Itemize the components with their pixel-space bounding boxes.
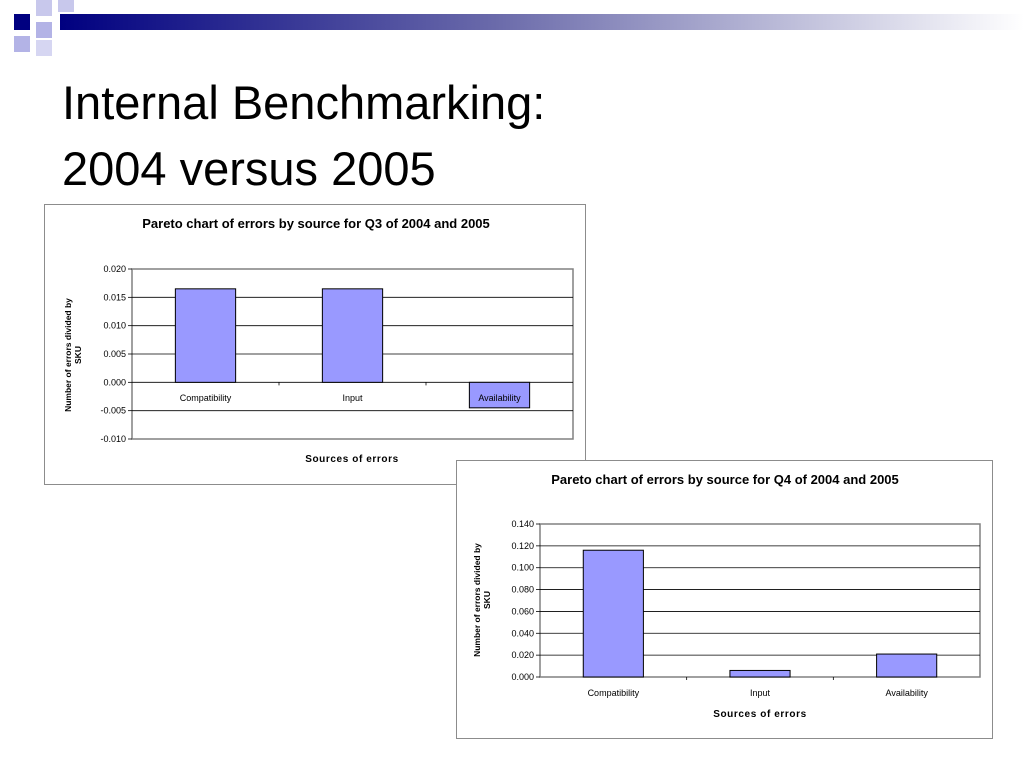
y-axis-label-line: Number of errors divided by [63, 298, 73, 412]
x-axis-label: Sources of errors [305, 454, 399, 465]
bar-compatibility [582, 549, 644, 678]
deco-square [14, 36, 30, 52]
chart-q4-svg: Pareto chart of errors by source for Q4 … [472, 472, 981, 720]
x-category-label: Input [750, 688, 771, 698]
bar-input [321, 288, 384, 383]
x-category-label: Compatibility [588, 688, 640, 698]
y-tick-label: 0.010 [103, 321, 126, 331]
slide-title-line-2: 2004 versus 2005 [62, 142, 436, 195]
y-tick-label: 0.060 [511, 606, 534, 616]
deco-square [36, 0, 52, 16]
x-category-label: Availability [885, 688, 928, 698]
y-tick-label: 0.015 [103, 292, 126, 302]
bar-input [729, 669, 791, 678]
chart-q3-pareto: Pareto chart of errors by source for Q3 … [44, 204, 586, 485]
y-axis-label-line: SKU [482, 591, 492, 609]
header-gradient-bar [60, 14, 1024, 30]
y-tick-label: 0.020 [103, 264, 126, 274]
y-tick-label: 0.080 [511, 585, 534, 595]
bar-availability [468, 381, 531, 409]
chart-title: Pareto chart of errors by source for Q3 … [142, 216, 490, 231]
deco-square [58, 0, 74, 12]
x-axis-label: Sources of errors [713, 709, 807, 720]
y-axis-label: Number of errors divided bySKU [63, 298, 83, 412]
x-category-label: Availability [478, 393, 521, 403]
y-tick-label: 0.120 [511, 541, 534, 551]
bar-compatibility [174, 288, 237, 383]
y-axis-label: Number of errors divided bySKU [472, 543, 492, 657]
y-tick-label: 0.005 [103, 349, 126, 359]
y-tick-label: -0.005 [100, 406, 126, 416]
y-tick-label: 0.040 [511, 628, 534, 638]
y-axis-label-line: Number of errors divided by [472, 543, 482, 657]
deco-square [36, 40, 52, 56]
deco-square [36, 22, 52, 38]
y-tick-label: -0.010 [100, 434, 126, 444]
y-tick-label: 0.100 [511, 563, 534, 573]
y-tick-label: 0.020 [511, 650, 534, 660]
chart-q4-pareto: Pareto chart of errors by source for Q4 … [456, 460, 993, 739]
slide-corner-decoration [14, 0, 1024, 56]
y-tick-label: 0.000 [511, 672, 534, 682]
y-axis-label-line: SKU [73, 346, 83, 364]
y-tick-label: 0.140 [511, 519, 534, 529]
chart-title: Pareto chart of errors by source for Q4 … [551, 472, 899, 487]
deco-square [14, 14, 30, 30]
bar-availability [876, 653, 938, 678]
slide-title-line-1: Internal Benchmarking: [62, 76, 546, 129]
slide-title: Internal Benchmarking: 2004 versus 2005 [62, 70, 545, 202]
x-category-label: Input [342, 393, 363, 403]
x-category-label: Compatibility [180, 393, 232, 403]
chart-q3-svg: Pareto chart of errors by source for Q3 … [63, 216, 574, 465]
y-tick-label: 0.000 [103, 377, 126, 387]
